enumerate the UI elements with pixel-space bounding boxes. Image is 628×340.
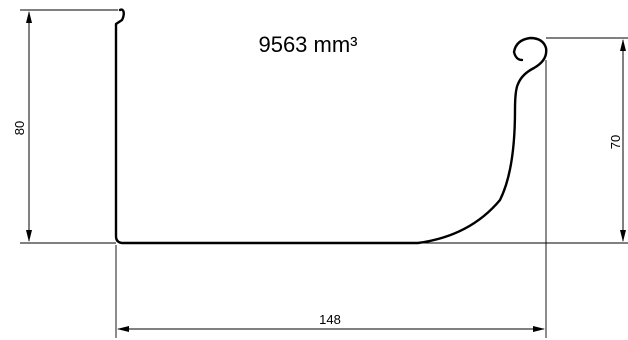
dimension-height-left: 80 bbox=[12, 9, 118, 244]
dimension-height-right: 70 bbox=[418, 37, 628, 244]
dimension-text-right: 70 bbox=[608, 135, 623, 149]
dimension-width-bottom: 148 bbox=[115, 60, 547, 338]
dimension-text-left: 80 bbox=[12, 121, 27, 135]
area-label: 9563 mm³ bbox=[258, 32, 357, 57]
dimension-text-bottom: 148 bbox=[319, 312, 341, 327]
gutter-profile-outline bbox=[114, 8, 548, 245]
